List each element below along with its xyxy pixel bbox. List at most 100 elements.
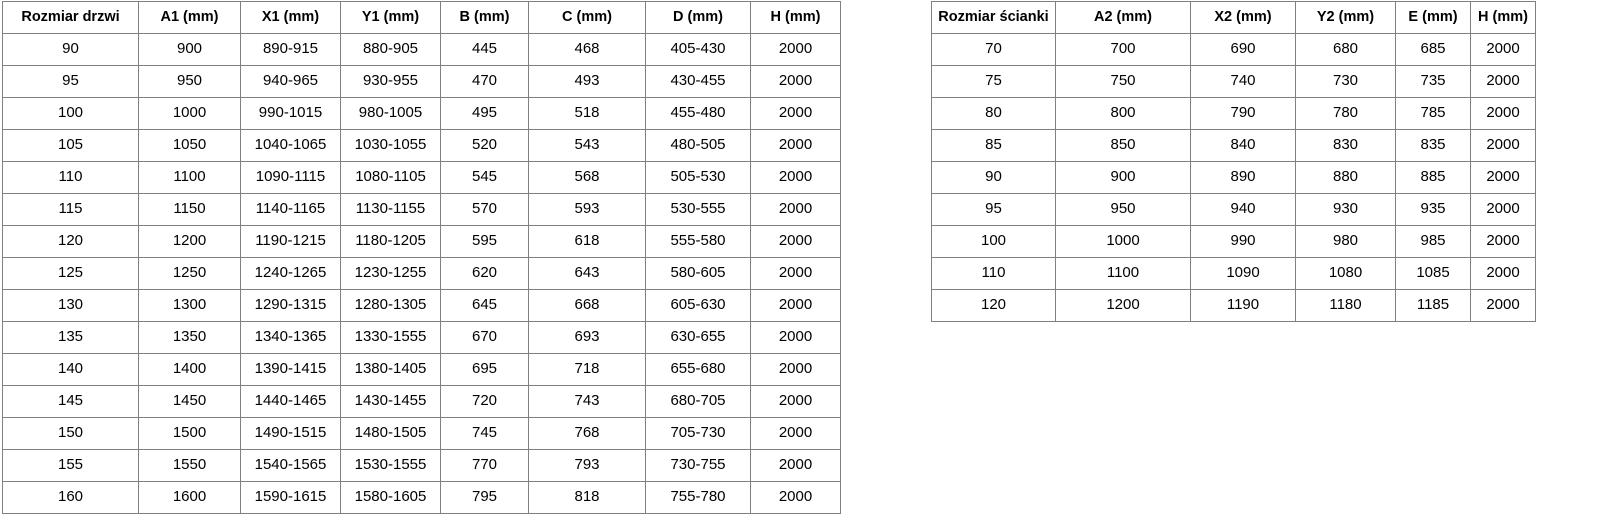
- doors-cell: 150: [2, 417, 139, 450]
- doors-cell: 880-905: [340, 33, 441, 66]
- wall-column-header: H (mm): [1470, 1, 1536, 34]
- doors-cell: 1400: [138, 353, 241, 386]
- doors-cell: 680-705: [645, 385, 751, 418]
- doors-cell: 1100: [138, 161, 241, 194]
- doors-cell: 695: [440, 353, 529, 386]
- doors-cell: 1340-1365: [240, 321, 341, 354]
- wall-cell: 780: [1295, 97, 1396, 130]
- doors-cell: 605-630: [645, 289, 751, 322]
- wall-cell: 2000: [1470, 97, 1536, 130]
- doors-cell: 1450: [138, 385, 241, 418]
- doors-cell: 155: [2, 449, 139, 482]
- doors-cell: 1530-1555: [340, 449, 441, 482]
- doors-cell: 543: [528, 129, 646, 162]
- doors-cell: 95: [2, 65, 139, 98]
- table-row: 80 800 790 780 785 2000: [931, 97, 1536, 130]
- wall-cell: 1080: [1295, 257, 1396, 290]
- wall-cell: 900: [1055, 161, 1191, 194]
- wall-cell: 75: [931, 65, 1056, 98]
- doors-cell: 1240-1265: [240, 257, 341, 290]
- doors-cell: 2000: [750, 321, 841, 354]
- doors-cell: 1290-1315: [240, 289, 341, 322]
- wall-cell: 2000: [1470, 225, 1536, 258]
- doors-cell: 115: [2, 193, 139, 226]
- doors-column-header: Y1 (mm): [340, 1, 441, 34]
- doors-cell: 1300: [138, 289, 241, 322]
- wall-cell: 85: [931, 129, 1056, 162]
- doors-cell: 1380-1405: [340, 353, 441, 386]
- doors-cell: 745: [440, 417, 529, 450]
- wall-spec-table: Rozmiar ścianki A2 (mm) X2 (mm) Y2 (mm) E (m…: [931, 1, 1536, 322]
- wall-cell: 2000: [1470, 289, 1536, 322]
- doors-cell: 2000: [750, 417, 841, 450]
- wall-cell: 940: [1190, 193, 1296, 226]
- table-row: 95 950 940-965 930-955 470 493 430-455 2000: [2, 65, 841, 98]
- doors-cell: 495: [440, 97, 529, 130]
- doors-cell: 718: [528, 353, 646, 386]
- doors-column-header: B (mm): [440, 1, 529, 34]
- table-row: 160 1600 1590-1615 1580-1605 795 818 755-780 20…: [2, 481, 841, 514]
- doors-cell: 1200: [138, 225, 241, 258]
- wall-cell: 100: [931, 225, 1056, 258]
- wall-cell: 1185: [1395, 289, 1471, 322]
- doors-cell: 570: [440, 193, 529, 226]
- wall-cell: 680: [1295, 33, 1396, 66]
- doors-cell: 1150: [138, 193, 241, 226]
- wall-cell: 2000: [1470, 65, 1536, 98]
- doors-cell: 470: [440, 65, 529, 98]
- wall-cell: 750: [1055, 65, 1191, 98]
- doors-cell: 595: [440, 225, 529, 258]
- doors-cell: 645: [440, 289, 529, 322]
- doors-column-header: D (mm): [645, 1, 751, 34]
- doors-cell: 2000: [750, 161, 841, 194]
- doors-cell: 545: [440, 161, 529, 194]
- doors-cell: 2000: [750, 353, 841, 386]
- doors-column-header: A1 (mm): [138, 1, 241, 34]
- doors-cell: 1350: [138, 321, 241, 354]
- wall-cell: 70: [931, 33, 1056, 66]
- doors-cell: 668: [528, 289, 646, 322]
- doors-cell: 720: [440, 385, 529, 418]
- table-row: 110 1100 1090 1080 1085 2000: [931, 257, 1536, 290]
- table-row: 95 950 940 930 935 2000: [931, 193, 1536, 226]
- doors-cell: 1590-1615: [240, 481, 341, 514]
- table-row: 100 1000 990 980 985 2000: [931, 225, 1536, 258]
- wall-cell: 740: [1190, 65, 1296, 98]
- doors-cell: 1600: [138, 481, 241, 514]
- wall-cell: 885: [1395, 161, 1471, 194]
- wall-cell: 950: [1055, 193, 1191, 226]
- wall-cell: 2000: [1470, 193, 1536, 226]
- wall-column-header: A2 (mm): [1055, 1, 1191, 34]
- doors-cell: 1330-1555: [340, 321, 441, 354]
- doors-cell: 618: [528, 225, 646, 258]
- doors-cell: 593: [528, 193, 646, 226]
- wall-cell: 690: [1190, 33, 1296, 66]
- doors-cell: 1480-1505: [340, 417, 441, 450]
- table-row: 155 1550 1540-1565 1530-1555 770 793 730-755 20…: [2, 449, 841, 482]
- doors-cell: 105: [2, 129, 139, 162]
- doors-cell: 2000: [750, 225, 841, 258]
- doors-cell: 468: [528, 33, 646, 66]
- wall-cell: 90: [931, 161, 1056, 194]
- table-row: 85 850 840 830 835 2000: [931, 129, 1536, 162]
- doors-cell: 930-955: [340, 65, 441, 98]
- wall-header-row: Rozmiar ścianki A2 (mm) X2 (mm) Y2 (mm) E (m…: [931, 1, 1536, 34]
- doors-cell: 140: [2, 353, 139, 386]
- doors-cell: 793: [528, 449, 646, 482]
- wall-cell: 2000: [1470, 161, 1536, 194]
- doors-cell: 705-730: [645, 417, 751, 450]
- doors-cell: 1540-1565: [240, 449, 341, 482]
- table-row: 115 1150 1140-1165 1130-1155 570 593 530-555 20…: [2, 193, 841, 226]
- doors-cell: 770: [440, 449, 529, 482]
- doors-column-header: X1 (mm): [240, 1, 341, 34]
- doors-cell: 940-965: [240, 65, 341, 98]
- table-row: 100 1000 990-1015 980-1005 495 518 455-480 2000: [2, 97, 841, 130]
- table-row: 110 1100 1090-1115 1080-1105 545 568 505-530 20…: [2, 161, 841, 194]
- doors-cell: 1130-1155: [340, 193, 441, 226]
- doors-cell: 580-605: [645, 257, 751, 290]
- doors-cell: 655-680: [645, 353, 751, 386]
- table-row: 120 1200 1190 1180 1185 2000: [931, 289, 1536, 322]
- doors-cell: 643: [528, 257, 646, 290]
- wall-cell: 980: [1295, 225, 1396, 258]
- doors-cell: 2000: [750, 129, 841, 162]
